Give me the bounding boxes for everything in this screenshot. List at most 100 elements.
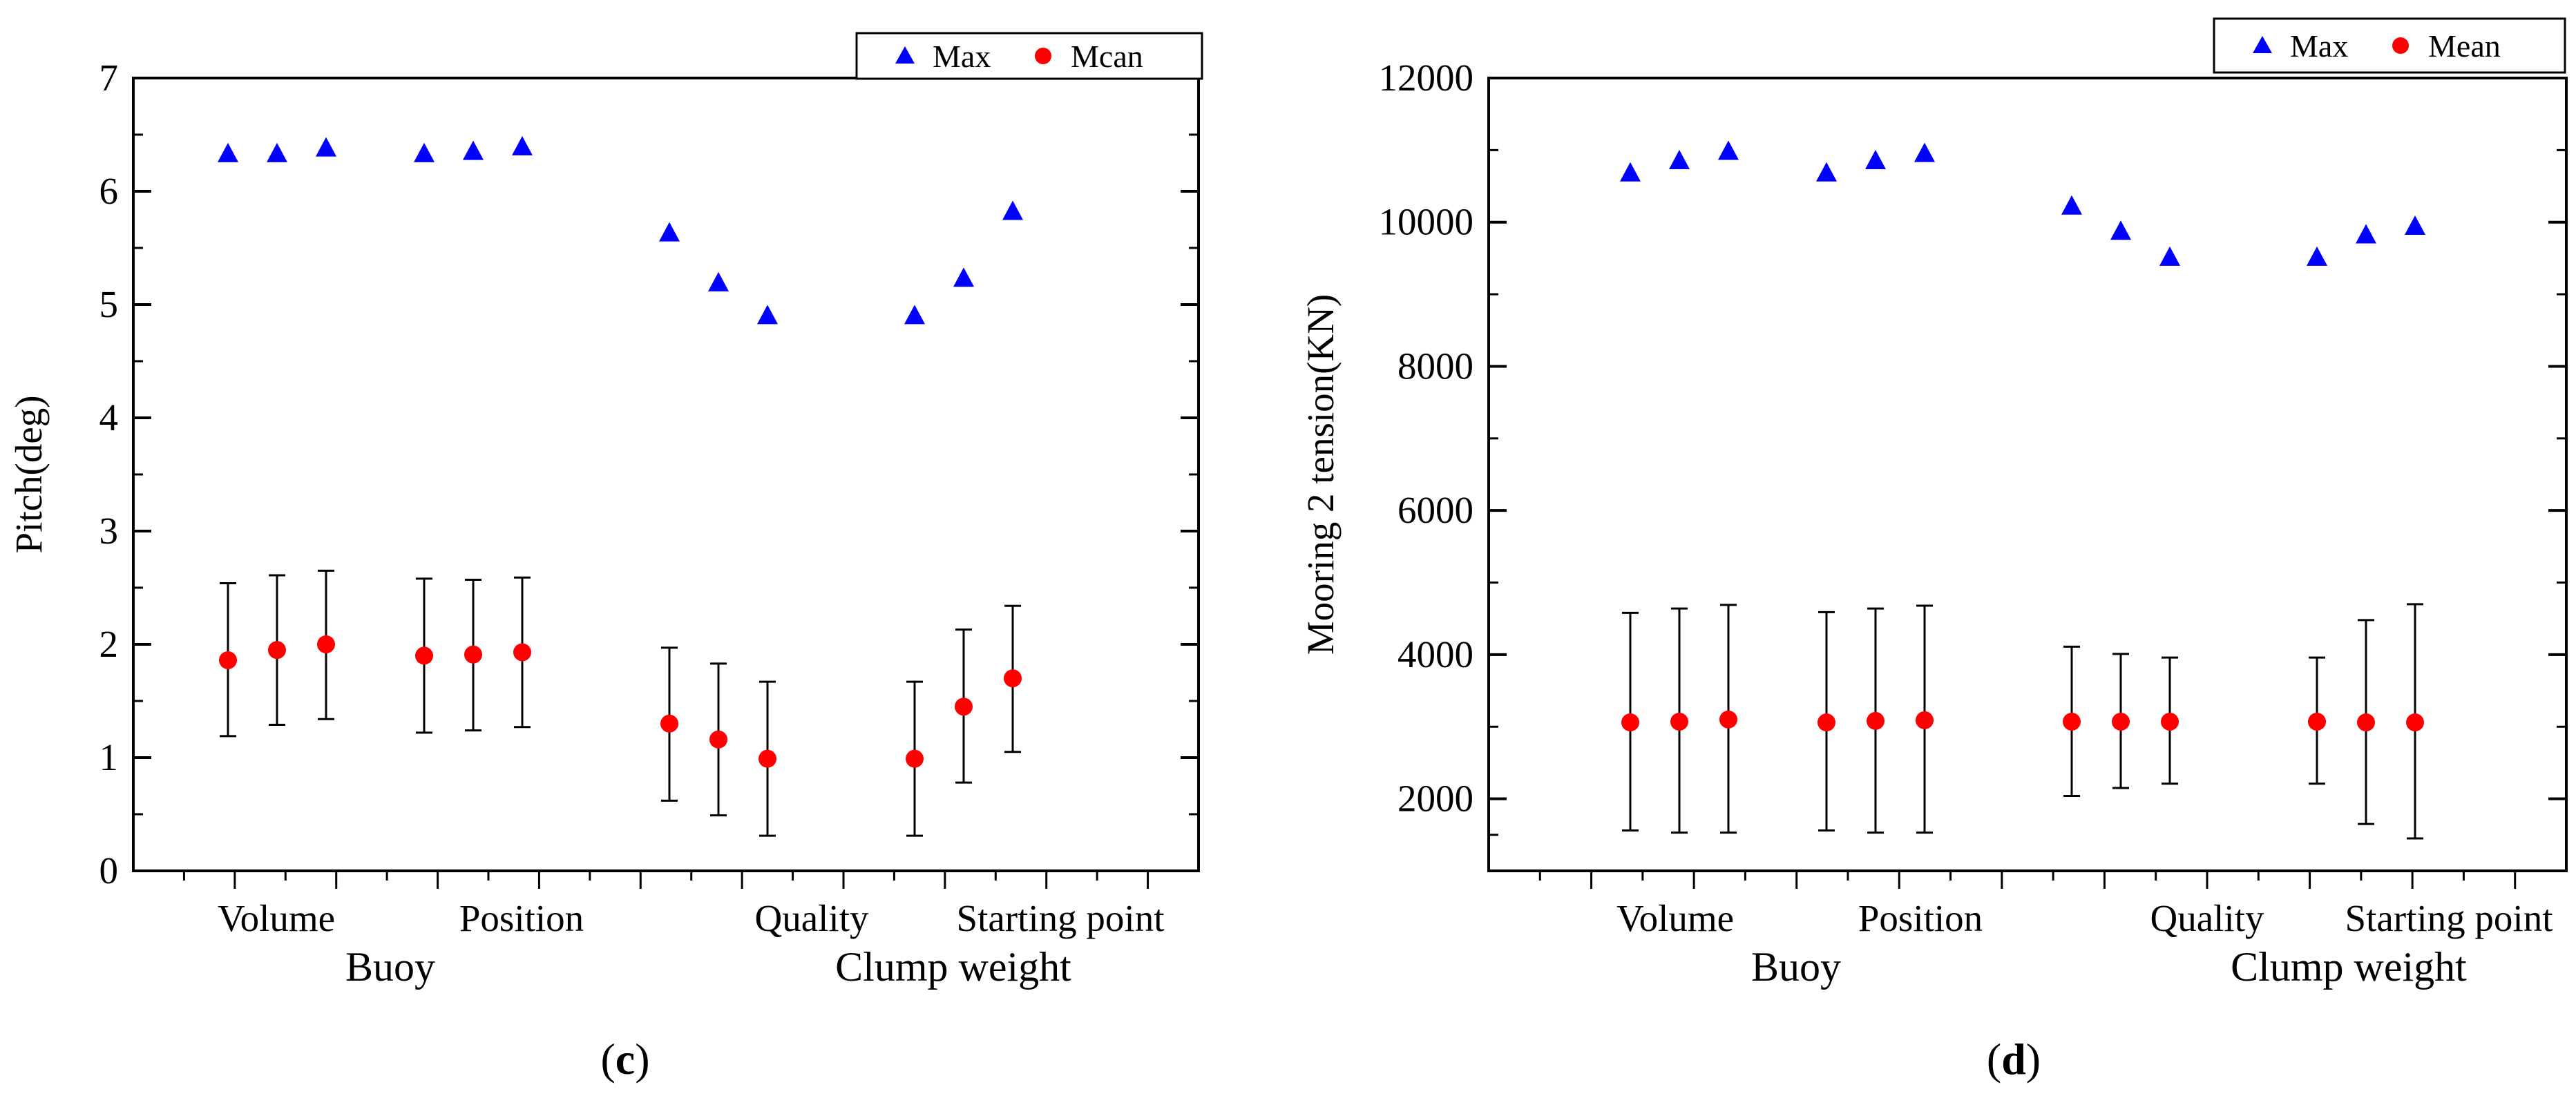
max-point	[267, 142, 287, 162]
x-group-label: Buoy	[1751, 944, 1841, 990]
max-point	[757, 305, 778, 325]
mean-point	[709, 730, 727, 749]
x-sub-label: Starting point	[2345, 897, 2553, 939]
max-point	[1620, 162, 1641, 182]
max-point	[1002, 200, 1023, 220]
mean-point	[660, 714, 678, 733]
legend-box	[2213, 17, 2566, 74]
mean-point	[1817, 713, 1835, 732]
panel-label-close: )	[635, 1035, 649, 1084]
y-tick-label: 2000	[1397, 778, 1473, 820]
max-point	[2307, 246, 2327, 266]
y-tick-label: 1	[99, 736, 119, 778]
max-point	[316, 137, 336, 157]
max-point	[1669, 150, 1690, 170]
max-point	[463, 140, 484, 160]
max-point	[2110, 220, 2131, 240]
mean-point	[415, 646, 433, 665]
panel-label: (d)	[1987, 1035, 2041, 1084]
x-group-label: Clump weight	[2231, 944, 2467, 990]
max-point	[1914, 142, 1935, 162]
max-point	[904, 305, 925, 325]
panel-label-letter: c	[616, 1035, 635, 1084]
x-sub-label: Position	[459, 897, 584, 939]
mean-point	[1719, 710, 1737, 729]
max-point	[2356, 224, 2376, 244]
legend-max-label: Max	[2290, 28, 2348, 64]
y-tick-label: 10000	[1379, 201, 1474, 243]
mean-point	[1916, 711, 1934, 729]
y-tick-label: 2	[99, 623, 119, 665]
mean-point	[2161, 712, 2179, 731]
mean-point	[906, 749, 924, 768]
mean-point	[2308, 712, 2326, 731]
x-group-label: Clump weight	[835, 944, 1071, 990]
x-sub-label: Quality	[2150, 897, 2264, 939]
y-tick-label: 4	[99, 396, 119, 439]
x-sub-label: Position	[1858, 897, 1983, 939]
max-point	[1816, 162, 1837, 182]
max-point	[512, 136, 533, 156]
plot-frame	[132, 77, 1200, 872]
x-sub-label: Starting point	[957, 897, 1165, 939]
y-tick-label: 3	[99, 510, 119, 552]
max-point	[1718, 140, 1739, 160]
max-point	[2159, 246, 2180, 266]
mean-point	[2063, 712, 2081, 731]
max-point	[218, 142, 238, 162]
max-point	[659, 222, 680, 242]
mean-point	[1004, 669, 1022, 688]
legend-max-marker	[2253, 36, 2272, 53]
chart-panel-d: 2000 4000 6000 8000 10000 12000 Mooring 2 tens…	[1299, 17, 2568, 1084]
mean-point	[759, 749, 776, 768]
y-tick-label: 6000	[1397, 489, 1473, 531]
y-tick-label: 7	[99, 57, 119, 99]
mean-point	[2112, 712, 2130, 731]
x-sub-label: Quality	[755, 897, 869, 939]
legend-box	[855, 32, 1203, 80]
chart-panel-c: 0 1 2 3 4 5 6 7 Pitch(deg) Volume Position Quality S…	[8, 32, 1203, 1084]
max-point	[2061, 195, 2082, 215]
y-tick-label: 5	[99, 283, 119, 325]
legend-mean-label: Mean	[2428, 28, 2501, 64]
plot-frame	[1487, 77, 2568, 872]
mean-point	[1670, 712, 1688, 731]
panel-label-open: (	[1987, 1035, 2001, 1084]
max-point	[1865, 150, 1886, 170]
max-point	[708, 271, 729, 291]
mean-point	[219, 651, 237, 669]
panel-label-open: (	[600, 1035, 615, 1084]
panel-label: (c)	[600, 1035, 649, 1084]
x-sub-label: Volume	[218, 897, 335, 939]
legend: Max Mcan	[855, 32, 1203, 80]
y-tick-label: 12000	[1379, 57, 1474, 99]
mean-point	[1621, 713, 1639, 732]
panel-label-letter: d	[2001, 1035, 2026, 1084]
mean-point	[955, 698, 973, 716]
max-point	[953, 267, 974, 287]
mean-point	[513, 643, 531, 662]
mean-point	[1867, 711, 1885, 730]
mean-point	[268, 641, 286, 660]
y-axis-label: Mooring 2 tension(KN)	[1299, 294, 1342, 655]
x-sub-label: Volume	[1616, 897, 1734, 939]
y-axis-label: Pitch(deg)	[8, 395, 50, 553]
mean-point	[2406, 713, 2424, 732]
legend-mean-marker	[1035, 48, 1051, 64]
y-tick-label: 8000	[1397, 345, 1473, 387]
mean-point	[464, 645, 482, 664]
legend-max-label: Max	[933, 39, 991, 74]
max-point	[414, 142, 435, 162]
y-tick-label: 4000	[1397, 633, 1473, 675]
legend-mean-label: Mcan	[1071, 39, 1143, 74]
mean-point	[2357, 713, 2375, 732]
panel-label-close: )	[2026, 1035, 2041, 1084]
max-point	[2405, 215, 2425, 235]
y-tick-label: 0	[99, 849, 119, 892]
y-tick-label: 6	[99, 170, 119, 212]
legend-mean-marker	[2392, 37, 2409, 54]
mean-point	[317, 635, 335, 653]
legend-max-marker	[895, 46, 915, 64]
legend: Max Mean	[2213, 17, 2566, 74]
